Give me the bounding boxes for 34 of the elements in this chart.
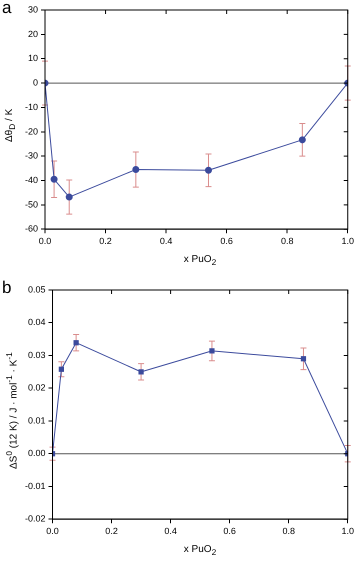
x-tick-label: 0.6 bbox=[220, 236, 233, 246]
x-tick-label: 0.6 bbox=[223, 526, 236, 536]
y-tick-label: 10 bbox=[28, 53, 38, 64]
y-tick-label: -10 bbox=[24, 102, 38, 112]
text: a bbox=[2, 0, 12, 18]
x-axis-title: x PuO$_{2}$ bbox=[182, 254, 218, 267]
y-tick-label: 0.04 bbox=[28, 317, 46, 328]
y-tick-label: 30 bbox=[28, 4, 38, 14]
y-tick-label: -20 bbox=[24, 126, 38, 136]
x-tick-label: 0.2 bbox=[99, 236, 112, 246]
y-tick-label: 20 bbox=[28, 28, 38, 39]
y-tick-label: 0.05 bbox=[28, 284, 46, 294]
y-tick-label: 0.00 bbox=[28, 448, 46, 458]
y-tick-label: -30 bbox=[24, 150, 38, 161]
y-tick-label: -0.01 bbox=[25, 480, 46, 491]
x-tick-label: 0.8 bbox=[282, 526, 295, 536]
x-tick-label: 0.2 bbox=[105, 526, 118, 536]
x-tick-label: 1.0 bbox=[341, 526, 354, 536]
y-tick-label: 0.03 bbox=[28, 350, 46, 360]
y-tick-label: -0.02 bbox=[25, 514, 46, 524]
y-tick-label: -40 bbox=[24, 174, 38, 185]
y-tick-label: -50 bbox=[24, 199, 38, 210]
x-tick-label: 0.4 bbox=[160, 236, 172, 246]
x-tick-label: 0.8 bbox=[280, 236, 294, 246]
y-tick-label: 0.01 bbox=[28, 415, 46, 426]
x-axis-title: x PuO$_{2}$ bbox=[182, 544, 218, 557]
y-tick-label: 0.02 bbox=[28, 382, 46, 393]
x-tick-label: 0.0 bbox=[46, 526, 59, 536]
x-tick-label: 0.0 bbox=[38, 236, 52, 246]
y-tick-label: -60 bbox=[24, 224, 38, 234]
text: b bbox=[2, 278, 12, 298]
x-tick-label: 1.0 bbox=[341, 236, 354, 246]
y-tick-label: 0 bbox=[32, 78, 38, 88]
x-tick-label: 0.4 bbox=[164, 526, 177, 536]
